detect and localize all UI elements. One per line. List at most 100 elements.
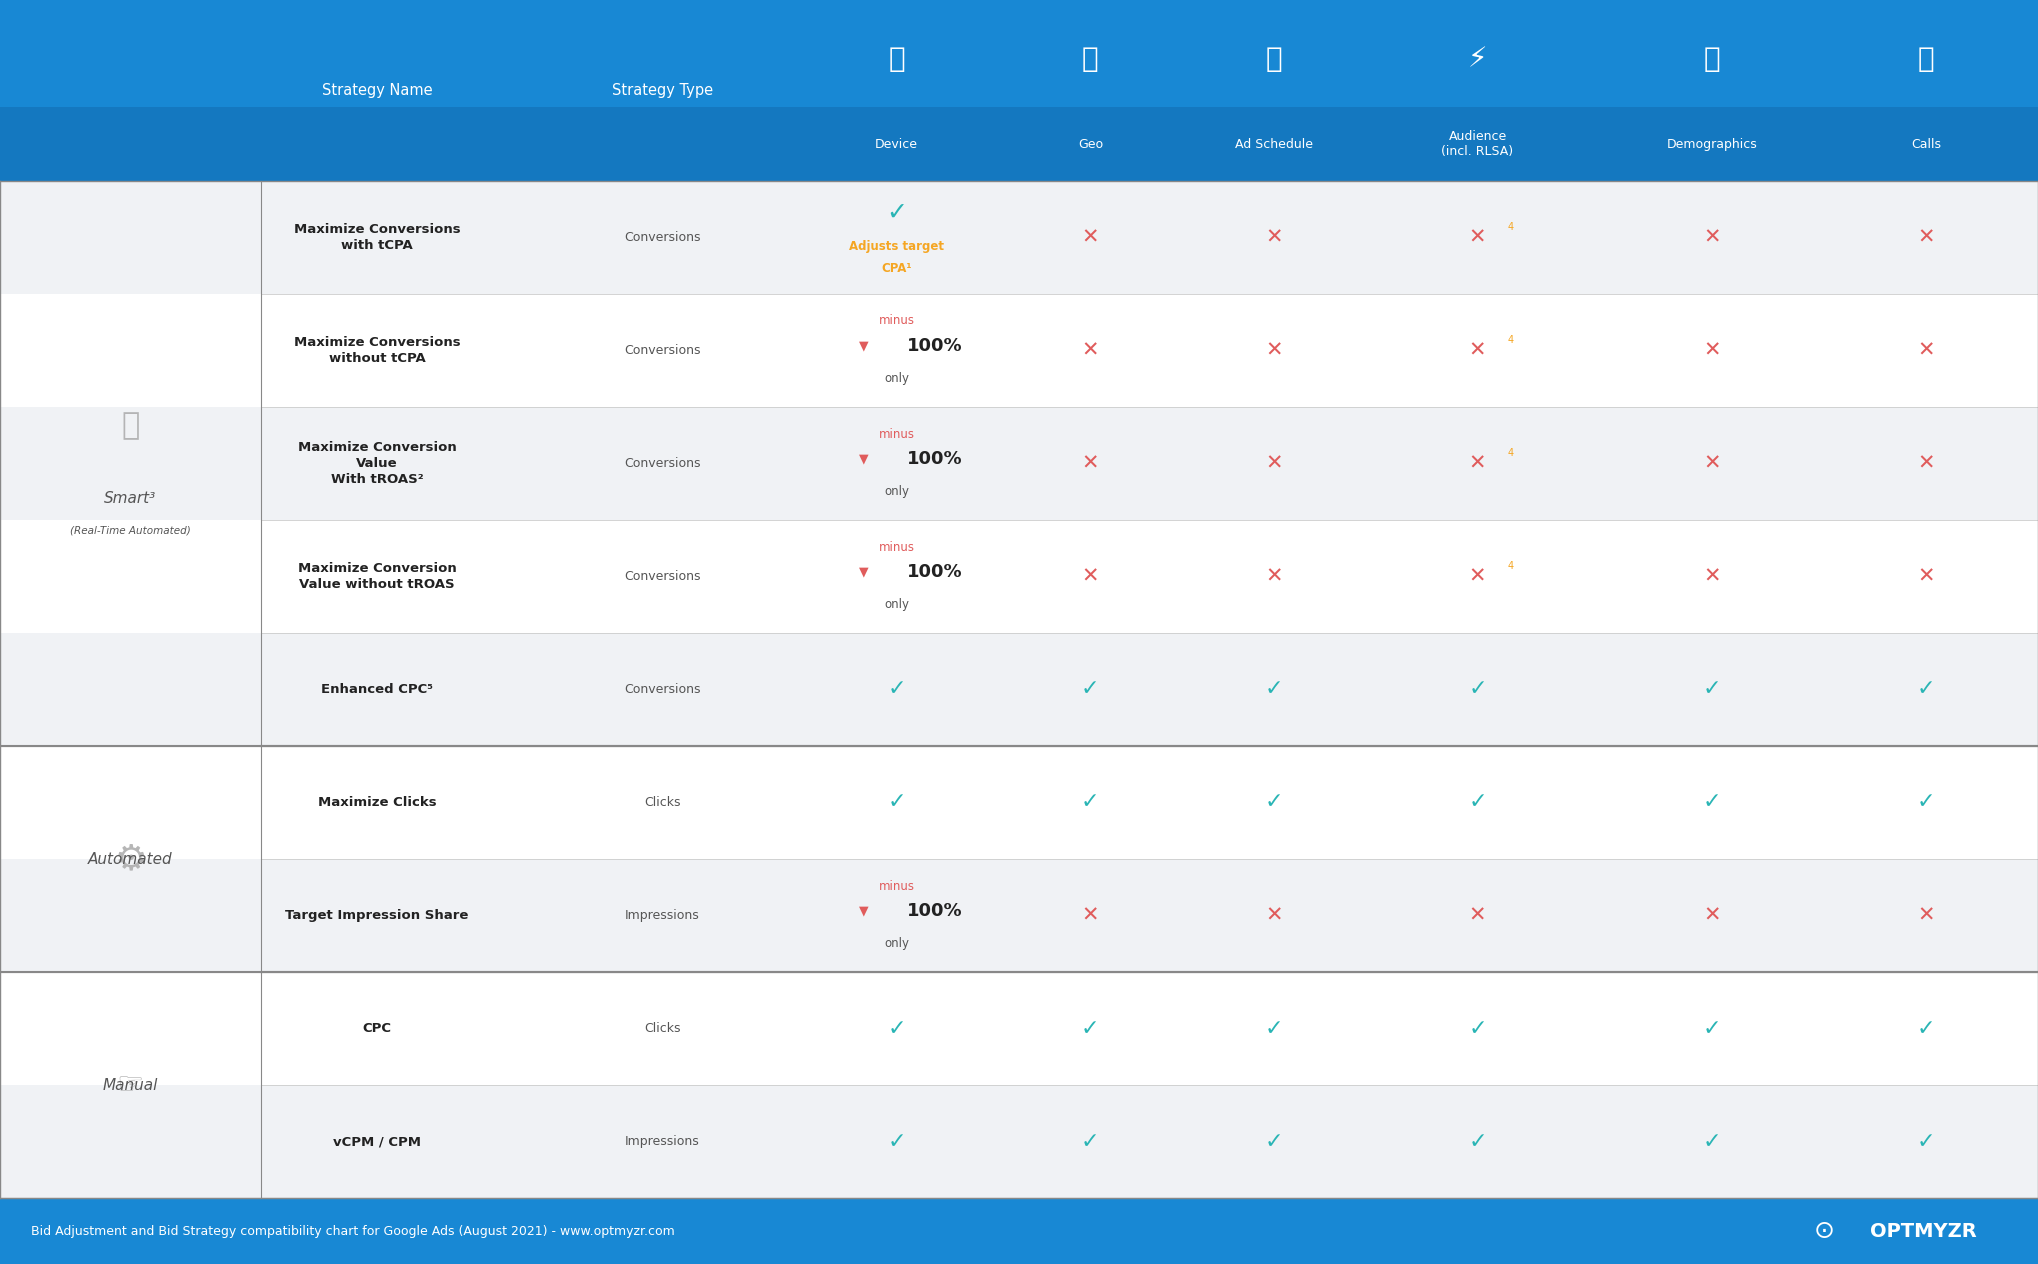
Text: Audience
(incl. RLSA): Audience (incl. RLSA) — [1441, 130, 1514, 158]
Text: Automated: Automated — [88, 852, 173, 867]
Text: 4: 4 — [1506, 222, 1514, 233]
Text: 4: 4 — [1506, 561, 1514, 571]
Text: ✕: ✕ — [1704, 905, 1720, 925]
Text: ✕: ✕ — [1704, 228, 1720, 248]
Text: ✓: ✓ — [887, 793, 907, 813]
Text: Manual: Manual — [102, 1078, 159, 1092]
Text: 📱: 📱 — [889, 46, 905, 73]
Text: ✓: ✓ — [1080, 680, 1101, 699]
Text: Impressions: Impressions — [626, 1135, 699, 1148]
Bar — [0, 520, 2038, 633]
Text: 4: 4 — [1506, 449, 1514, 459]
Text: ✓: ✓ — [887, 1131, 907, 1152]
Text: ✓: ✓ — [1080, 793, 1101, 813]
Text: ✕: ✕ — [1918, 228, 1934, 248]
Bar — [0, 0, 2038, 181]
Text: ▼: ▼ — [860, 453, 868, 465]
Text: 📞: 📞 — [1918, 46, 1934, 73]
Text: ✕: ✕ — [1266, 454, 1282, 474]
Text: ✓: ✓ — [1916, 680, 1936, 699]
Text: Adjusts target: Adjusts target — [850, 240, 944, 253]
Text: ✓: ✓ — [887, 680, 907, 699]
Text: CPC: CPC — [363, 1023, 391, 1035]
Text: OPTMYZR: OPTMYZR — [1871, 1221, 1977, 1241]
Text: only: only — [884, 485, 909, 498]
Text: Bid Adjustment and Bid Strategy compatibility chart for Google Ads (August 2021): Bid Adjustment and Bid Strategy compatib… — [31, 1225, 675, 1237]
Text: ✕: ✕ — [1266, 566, 1282, 586]
Text: ✕: ✕ — [1469, 454, 1486, 474]
Text: ⚡: ⚡ — [1467, 46, 1488, 73]
Bar — [0, 746, 2038, 860]
Text: ☞: ☞ — [116, 1071, 145, 1100]
Bar — [0, 860, 2038, 972]
Text: Clicks: Clicks — [644, 796, 681, 809]
Text: 100%: 100% — [907, 902, 962, 920]
Text: ⚙: ⚙ — [114, 842, 147, 876]
Text: Target Impression Share: Target Impression Share — [285, 909, 469, 923]
Bar — [0, 972, 2038, 1086]
Text: Calls: Calls — [1912, 138, 1940, 150]
Text: ✕: ✕ — [1918, 340, 1934, 360]
Text: Device: Device — [874, 138, 919, 150]
Text: minus: minus — [878, 315, 915, 327]
Bar — [0, 181, 2038, 1198]
Text: ✕: ✕ — [1469, 228, 1486, 248]
Text: minus: minus — [878, 880, 915, 892]
Text: ✓: ✓ — [1702, 1131, 1722, 1152]
Text: Geo: Geo — [1078, 138, 1103, 150]
Text: ✕: ✕ — [1469, 340, 1486, 360]
Text: ✓: ✓ — [1916, 1131, 1936, 1152]
Text: ✓: ✓ — [1264, 680, 1284, 699]
Text: 🌐: 🌐 — [1082, 46, 1098, 73]
Text: ▼: ▼ — [860, 905, 868, 918]
Text: Clicks: Clicks — [644, 1023, 681, 1035]
Text: ✕: ✕ — [1266, 905, 1282, 925]
Text: Conversions: Conversions — [624, 456, 701, 470]
Text: ✓: ✓ — [1467, 1131, 1488, 1152]
Text: ✕: ✕ — [1918, 454, 1934, 474]
Text: ✓: ✓ — [1467, 793, 1488, 813]
Text: 🕐: 🕐 — [1266, 46, 1282, 73]
Text: ✓: ✓ — [1702, 1019, 1722, 1039]
Text: ✕: ✕ — [1469, 905, 1486, 925]
Text: vCPM / CPM: vCPM / CPM — [332, 1135, 422, 1148]
Bar — [0, 181, 2038, 293]
Text: 💡: 💡 — [122, 411, 139, 440]
Text: ✕: ✕ — [1082, 228, 1098, 248]
Text: (Real-Time Automated): (Real-Time Automated) — [69, 526, 192, 536]
Text: ✕: ✕ — [1082, 905, 1098, 925]
Text: Strategy Name: Strategy Name — [322, 83, 432, 97]
Bar — [0, 633, 2038, 746]
Text: minus: minus — [878, 427, 915, 440]
Text: Enhanced CPC⁵: Enhanced CPC⁵ — [322, 683, 432, 696]
Text: ✓: ✓ — [1264, 1019, 1284, 1039]
Text: Maximize Conversions
without tCPA: Maximize Conversions without tCPA — [293, 336, 461, 365]
Text: Conversions: Conversions — [624, 570, 701, 583]
Text: ✕: ✕ — [1918, 905, 1934, 925]
Text: ✕: ✕ — [1082, 454, 1098, 474]
Text: only: only — [884, 938, 909, 951]
Text: ✓: ✓ — [1467, 680, 1488, 699]
Text: Maximize Conversions
with tCPA: Maximize Conversions with tCPA — [293, 222, 461, 252]
Text: ▼: ▼ — [860, 565, 868, 579]
Text: ✓: ✓ — [1916, 1019, 1936, 1039]
Bar — [0, 107, 2038, 181]
Text: only: only — [884, 598, 909, 612]
Text: Maximize Conversion
Value
With tROAS²: Maximize Conversion Value With tROAS² — [298, 441, 457, 485]
Text: Maximize Clicks: Maximize Clicks — [318, 796, 436, 809]
Bar — [0, 407, 2038, 520]
Text: ✓: ✓ — [1080, 1131, 1101, 1152]
Text: ⊙: ⊙ — [1814, 1220, 1834, 1243]
Text: Conversions: Conversions — [624, 683, 701, 696]
Text: ✓: ✓ — [1702, 680, 1722, 699]
Text: ✕: ✕ — [1469, 566, 1486, 586]
Text: Strategy Type: Strategy Type — [611, 83, 713, 97]
Text: Demographics: Demographics — [1667, 138, 1757, 150]
Text: ✕: ✕ — [1704, 454, 1720, 474]
Text: ✕: ✕ — [1266, 340, 1282, 360]
Text: Impressions: Impressions — [626, 909, 699, 923]
Text: 100%: 100% — [907, 336, 962, 355]
Text: ✓: ✓ — [1916, 793, 1936, 813]
Text: ✕: ✕ — [1704, 340, 1720, 360]
Text: ✓: ✓ — [887, 201, 907, 225]
